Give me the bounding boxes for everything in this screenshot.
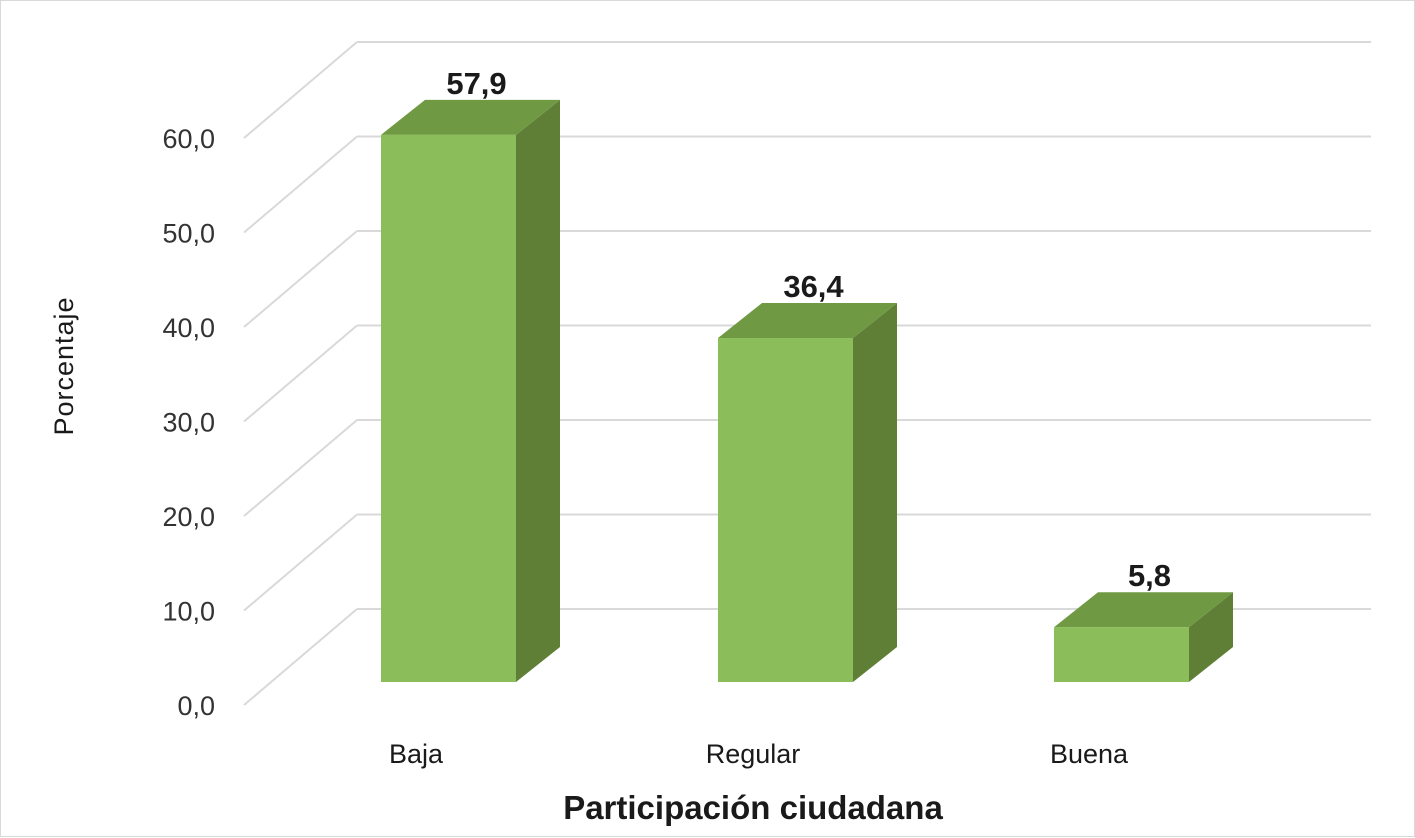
data-label: 36,4 bbox=[783, 269, 844, 304]
y-tick-label: 40,0 bbox=[162, 313, 215, 343]
gridline-side bbox=[243, 41, 358, 139]
y-tick-label: 20,0 bbox=[162, 502, 215, 532]
bar-top bbox=[1054, 592, 1233, 628]
y-tick-label: 50,0 bbox=[162, 219, 215, 249]
gridline-side bbox=[243, 419, 358, 517]
bar-front bbox=[1054, 627, 1189, 682]
bar-top bbox=[718, 303, 897, 339]
x-axis-title: Participación ciudadana bbox=[563, 789, 943, 826]
x-tick-label: Baja bbox=[389, 739, 444, 769]
gridline-side bbox=[243, 513, 358, 612]
bar-side bbox=[853, 303, 897, 682]
y-tick-label: 30,0 bbox=[162, 408, 215, 438]
y-axis-title: Porcentaje bbox=[49, 296, 79, 435]
gridline-side bbox=[243, 324, 358, 423]
bar-side bbox=[516, 99, 560, 683]
bars bbox=[381, 99, 1233, 683]
gridline-side bbox=[243, 230, 358, 328]
bar-front bbox=[381, 134, 516, 683]
x-tick-label: Buena bbox=[1050, 739, 1129, 769]
bar bbox=[718, 303, 897, 682]
data-label: 57,9 bbox=[446, 66, 506, 101]
y-tick-label: 10,0 bbox=[162, 597, 215, 627]
bar-top bbox=[381, 99, 560, 135]
x-tick-label: Regular bbox=[706, 739, 801, 769]
gridline-side bbox=[243, 608, 358, 706]
bar-side bbox=[1189, 592, 1233, 682]
y-tick-label: 0,0 bbox=[177, 691, 215, 721]
bar bbox=[1054, 592, 1233, 682]
data-label: 5,8 bbox=[1128, 558, 1171, 593]
bar bbox=[381, 99, 560, 683]
gridline-side bbox=[243, 135, 358, 234]
y-tick-label: 60,0 bbox=[162, 124, 215, 154]
bar-front bbox=[718, 338, 853, 682]
